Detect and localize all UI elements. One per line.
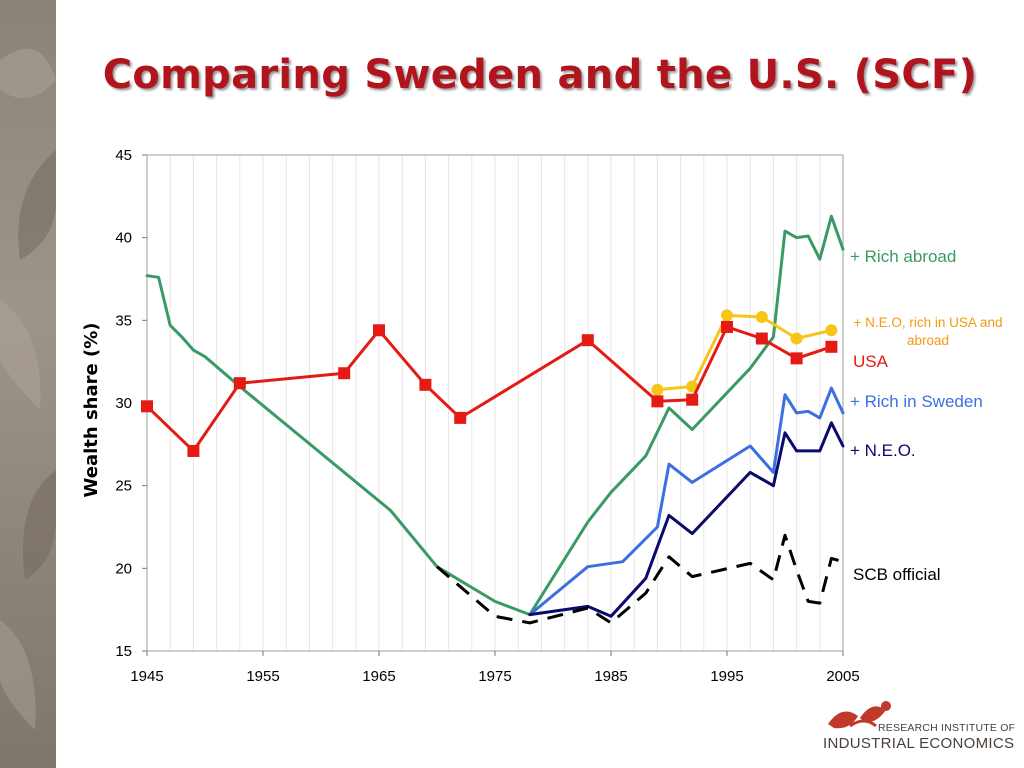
x-tick-label: 2005	[826, 668, 859, 685]
data-point-neo_rich_usa	[721, 309, 733, 322]
x-tick-label: 1945	[130, 668, 163, 685]
data-point-neo_rich_usa	[790, 332, 803, 345]
legend-scb-official: SCB official	[853, 565, 941, 584]
legend-neo-rich-usa-abroad: + N.E.O, rich in USA and abroad	[848, 314, 1008, 350]
data-point-usa	[581, 334, 594, 347]
data-point-usa	[141, 400, 153, 413]
y-tick-label: 40	[115, 230, 132, 247]
series-line-neo_rich_usa	[655, 313, 833, 392]
data-point-usa	[233, 377, 246, 390]
legend-neo: + N.E.O.	[850, 441, 916, 460]
data-point-usa	[790, 352, 803, 365]
data-point-usa	[338, 367, 351, 380]
data-point-usa	[454, 411, 467, 424]
data-point-neo_rich_usa	[651, 383, 664, 396]
data-point-usa	[187, 444, 200, 457]
data-point-usa	[721, 320, 733, 333]
data-point-neo_rich_usa	[686, 380, 699, 393]
leaf-pattern-decoration	[0, 48, 56, 730]
data-point-usa	[825, 340, 838, 353]
y-tick-label: 15	[115, 643, 132, 660]
logo-icon	[828, 701, 891, 729]
series-line-neo	[528, 421, 845, 618]
grid-lines	[169, 155, 821, 651]
series-lines	[141, 214, 845, 625]
data-point-usa	[755, 332, 768, 345]
legend-neo-rich-usa-abroad-label: + N.E.O, rich in USA and abroad	[853, 315, 1003, 348]
series-line-rich_in_sweden	[528, 386, 845, 617]
data-point-usa	[686, 393, 699, 406]
legend-rich-abroad: + Rich abroad	[850, 247, 957, 266]
x-tick-label: 1965	[362, 668, 395, 685]
logo-text-industrial-economics: INDUSTRIAL ECONOMICS	[823, 735, 1015, 752]
data-point-neo_rich_usa	[825, 324, 838, 337]
series-line-scb	[436, 533, 844, 625]
data-point-usa	[373, 324, 385, 337]
decorative-side-strip	[0, 0, 56, 768]
y-tick-label: 45	[115, 147, 132, 164]
x-tick-label: 1985	[594, 668, 627, 685]
data-point-neo_rich_usa	[755, 311, 768, 324]
x-tick-label: 1955	[246, 668, 279, 685]
axes: 1945 1955 1965 1975 1985 1995 2005 15 20 25 30 35 40…	[115, 147, 859, 685]
x-tick-label: 1975	[478, 668, 511, 685]
slide-title: Comparing Sweden and the U.S. (SCF)	[102, 52, 978, 98]
y-tick-label: 35	[115, 312, 132, 329]
legend-rich-in-sweden: + Rich in Sweden	[850, 392, 983, 411]
y-tick-label: 20	[115, 560, 132, 577]
data-point-usa	[419, 378, 432, 391]
legend-usa: USA	[853, 352, 888, 371]
y-tick-label: 30	[115, 395, 132, 412]
data-point-usa	[651, 395, 664, 408]
series-line-rich_abroad	[145, 214, 845, 617]
x-tick-label: 1995	[710, 668, 743, 685]
y-axis-label: Wealth share (%)	[81, 323, 102, 498]
y-tick-label: 25	[115, 478, 132, 495]
logo-text-research-institute: RESEARCH INSTITUTE OF	[878, 722, 1016, 734]
